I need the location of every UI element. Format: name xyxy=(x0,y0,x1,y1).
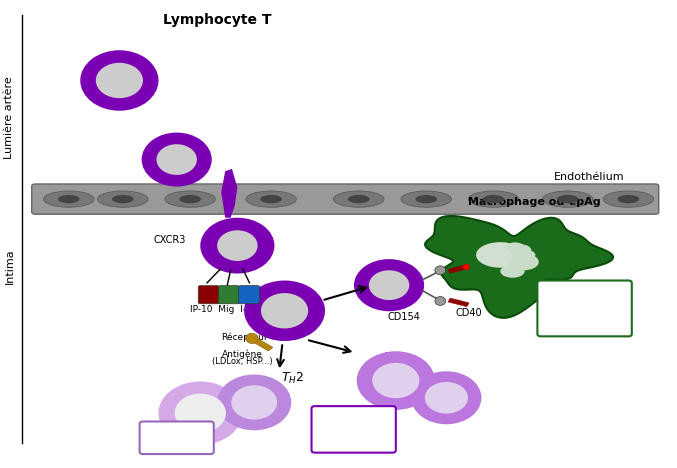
Ellipse shape xyxy=(603,191,654,207)
Ellipse shape xyxy=(463,264,469,270)
Ellipse shape xyxy=(357,351,435,410)
Ellipse shape xyxy=(81,50,158,111)
Text: Récepteur: Récepteur xyxy=(221,333,267,342)
Ellipse shape xyxy=(165,191,215,207)
Ellipse shape xyxy=(95,63,143,98)
FancyBboxPatch shape xyxy=(198,285,219,304)
Ellipse shape xyxy=(468,191,519,207)
Ellipse shape xyxy=(412,371,481,424)
Ellipse shape xyxy=(509,254,539,271)
Ellipse shape xyxy=(348,195,370,203)
Ellipse shape xyxy=(510,244,531,256)
Ellipse shape xyxy=(334,191,384,207)
Text: (LDLox, HSP...): (LDLox, HSP...) xyxy=(213,357,273,366)
Ellipse shape xyxy=(97,191,148,207)
Ellipse shape xyxy=(476,242,525,268)
Polygon shape xyxy=(425,216,613,318)
FancyBboxPatch shape xyxy=(538,280,632,336)
FancyBboxPatch shape xyxy=(311,406,396,453)
Text: CD40: CD40 xyxy=(456,308,482,318)
Text: IL-1: IL-1 xyxy=(343,411,364,421)
Text: Lumière artère: Lumière artère xyxy=(5,76,14,159)
Ellipse shape xyxy=(435,297,445,306)
Text: IP-10  Mig  I-TAC: IP-10 Mig I-TAC xyxy=(190,305,262,314)
Text: $T_H2$: $T_H2$ xyxy=(281,371,304,386)
Ellipse shape xyxy=(424,382,468,414)
Text: TNF: TNF xyxy=(343,433,364,443)
Ellipse shape xyxy=(260,195,282,203)
Text: Intima: Intima xyxy=(5,249,14,285)
Ellipse shape xyxy=(435,266,445,275)
Ellipse shape xyxy=(156,144,197,175)
Text: Endothélium: Endothélium xyxy=(554,172,625,182)
Ellipse shape xyxy=(200,218,274,273)
Text: Antigène: Antigène xyxy=(222,349,263,359)
Ellipse shape xyxy=(141,132,212,187)
Text: TF: TF xyxy=(577,284,592,297)
Text: INFγ: INFγ xyxy=(341,422,366,431)
Ellipse shape xyxy=(261,293,308,329)
FancyBboxPatch shape xyxy=(139,422,214,454)
Ellipse shape xyxy=(246,333,258,344)
Ellipse shape xyxy=(354,259,424,311)
Ellipse shape xyxy=(369,271,410,300)
Ellipse shape xyxy=(244,280,325,341)
Ellipse shape xyxy=(217,230,257,261)
Ellipse shape xyxy=(401,191,452,207)
Ellipse shape xyxy=(372,363,420,398)
FancyBboxPatch shape xyxy=(32,184,659,214)
Ellipse shape xyxy=(43,191,94,207)
FancyBboxPatch shape xyxy=(239,285,259,304)
Polygon shape xyxy=(221,169,238,218)
Ellipse shape xyxy=(416,195,437,203)
Ellipse shape xyxy=(483,195,504,203)
Text: Lymphocyte T: Lymphocyte T xyxy=(163,13,271,27)
Ellipse shape xyxy=(217,374,291,430)
Ellipse shape xyxy=(179,195,201,203)
Ellipse shape xyxy=(158,381,242,445)
Ellipse shape xyxy=(58,195,80,203)
Ellipse shape xyxy=(112,195,133,203)
Text: Macrophage ou CpAg: Macrophage ou CpAg xyxy=(468,197,600,207)
Ellipse shape xyxy=(557,195,579,203)
Ellipse shape xyxy=(175,394,226,432)
Ellipse shape xyxy=(500,265,525,278)
Ellipse shape xyxy=(246,191,297,207)
Ellipse shape xyxy=(542,191,593,207)
Ellipse shape xyxy=(519,250,536,260)
Text: CXCR3: CXCR3 xyxy=(153,234,185,245)
FancyBboxPatch shape xyxy=(219,285,240,304)
Ellipse shape xyxy=(617,195,639,203)
Text: MMP: MMP xyxy=(571,296,598,309)
Text: IL-4: IL-4 xyxy=(167,438,187,447)
Ellipse shape xyxy=(232,385,277,420)
Text: IL-10: IL-10 xyxy=(163,428,190,438)
Polygon shape xyxy=(448,298,469,307)
Text: $T_H1$: $T_H1$ xyxy=(385,351,408,366)
Polygon shape xyxy=(448,264,469,273)
Text: Cytokine: Cytokine xyxy=(559,309,611,322)
Ellipse shape xyxy=(506,242,524,252)
Polygon shape xyxy=(245,334,273,351)
Text: CD154: CD154 xyxy=(387,312,420,322)
